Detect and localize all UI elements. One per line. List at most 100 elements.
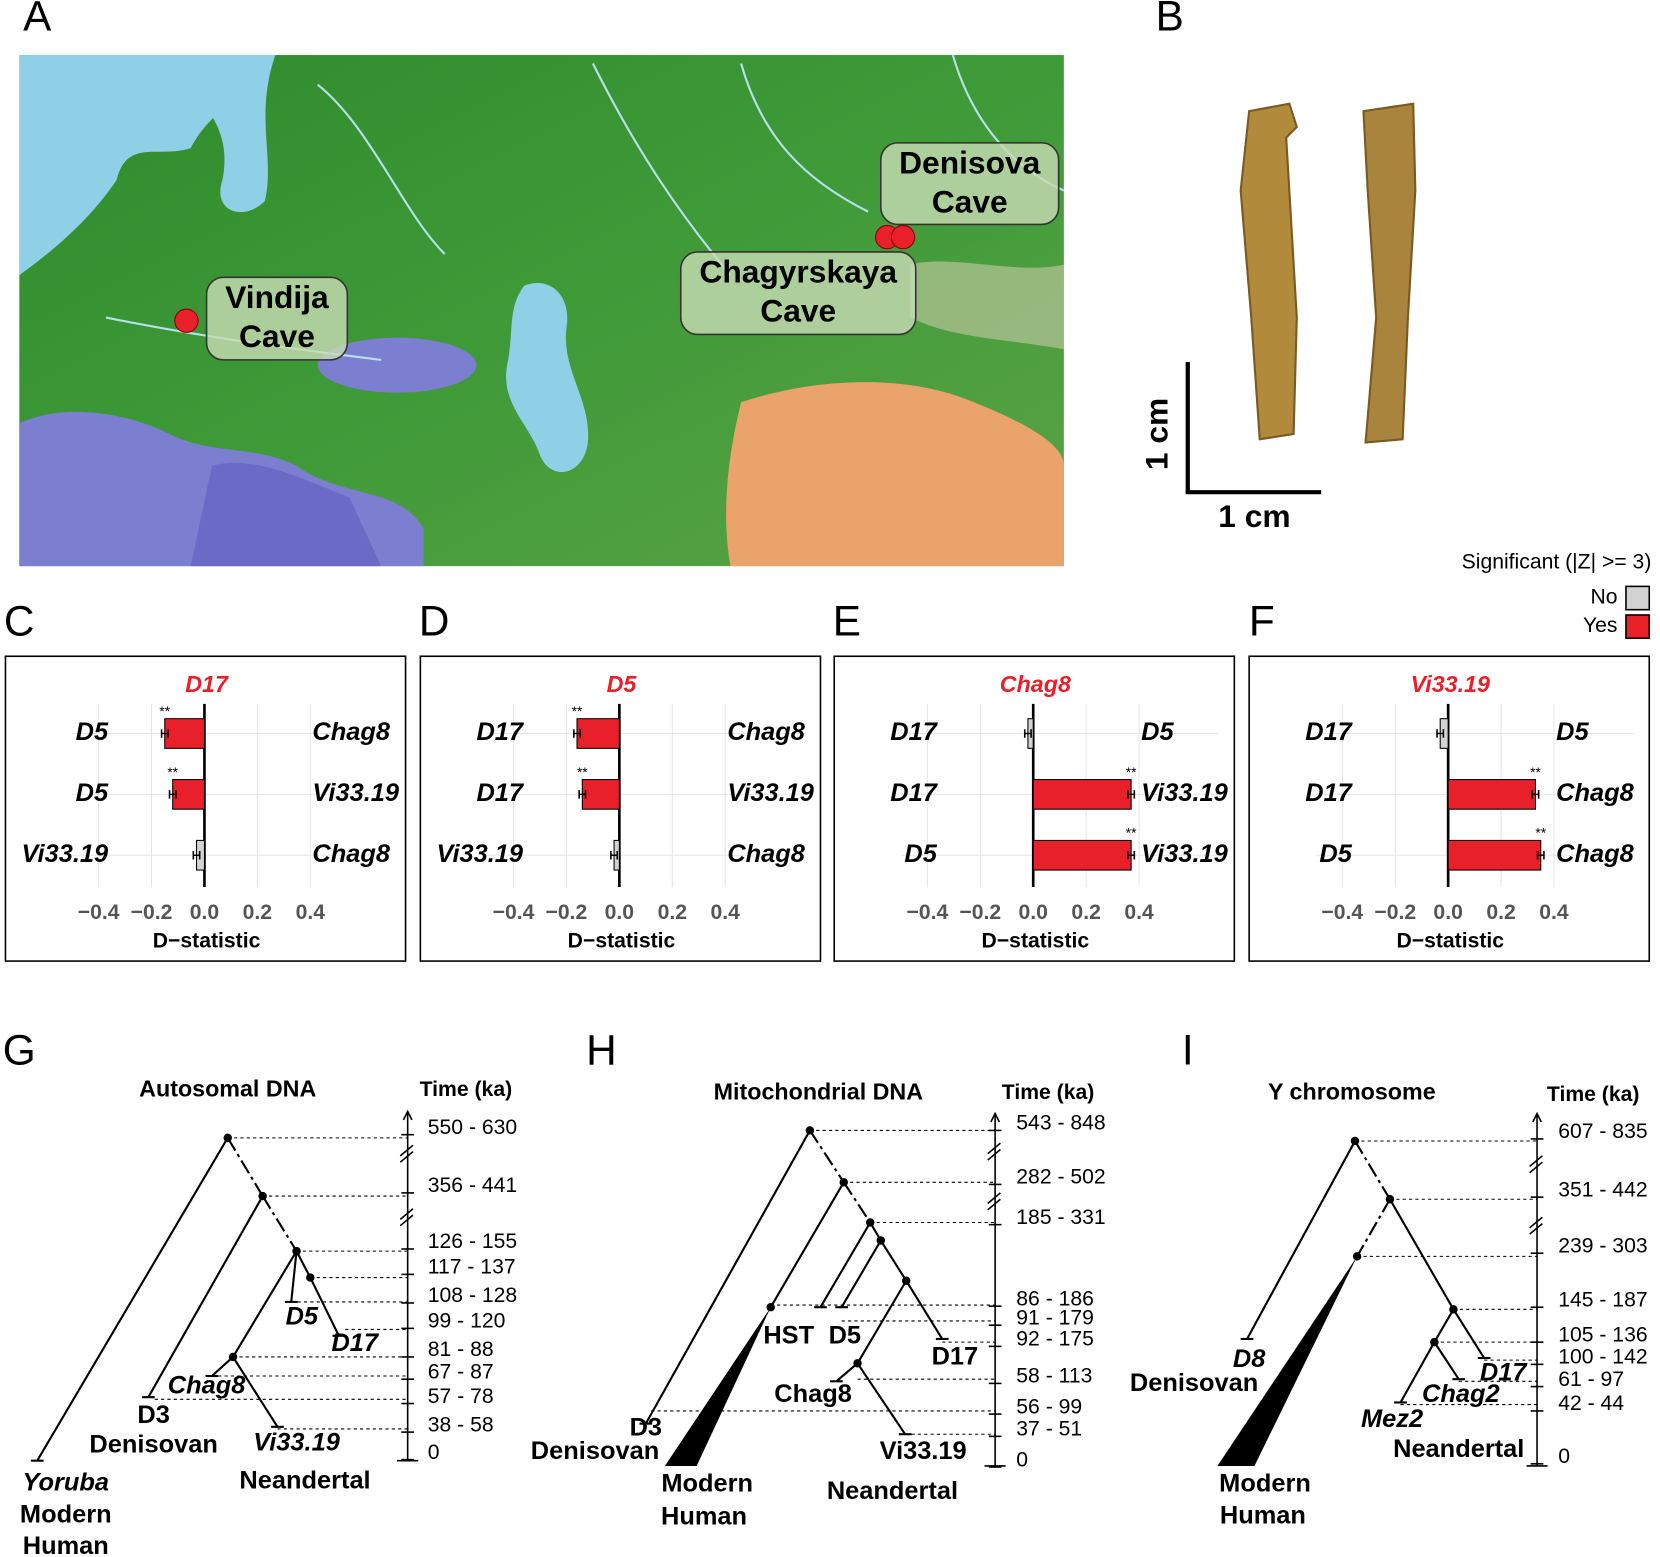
left-label: D5 [76, 779, 109, 807]
branch [856, 1362, 907, 1435]
node [1385, 1195, 1395, 1204]
taxon-label: Neandertal [827, 1477, 958, 1505]
taxon-label: D3 [630, 1414, 662, 1442]
site-label: Chagyrskaya [699, 254, 897, 290]
taxon-label: D17 [1480, 1359, 1528, 1387]
node [306, 1273, 315, 1282]
left-label: Vi33.19 [436, 840, 523, 868]
significance-mark: ** [1530, 765, 1541, 780]
clade-wedge [664, 1307, 771, 1466]
time-range: 0 [428, 1441, 440, 1464]
significance-mark: ** [159, 704, 170, 719]
error-bar [1436, 729, 1445, 738]
node [1430, 1337, 1439, 1347]
taxon-label: Neandertal [239, 1467, 370, 1495]
right-label: Vi33.19 [1141, 779, 1228, 807]
time-range: 38 - 58 [428, 1413, 494, 1436]
time-range: 42 - 44 [1558, 1392, 1624, 1415]
error-bar [192, 851, 201, 860]
time-range: 108 - 128 [428, 1284, 517, 1307]
left-label: D5 [1319, 840, 1352, 868]
site-label: Denisova [899, 145, 1041, 181]
panel-letter: A [23, 0, 52, 39]
time-range: 67 - 87 [428, 1360, 494, 1383]
time-range: 0 [1016, 1448, 1028, 1471]
branch [232, 1356, 279, 1428]
significance-mark: ** [1126, 765, 1137, 780]
x-tick-label: 0.4 [1539, 901, 1569, 924]
taxon-label: Human [23, 1532, 109, 1557]
significance-mark: ** [577, 765, 588, 780]
taxon-label: Denisovan [89, 1431, 217, 1459]
x-tick-label: 0.2 [658, 901, 687, 924]
x-tick-label: 0.2 [243, 901, 272, 924]
taxon-label: D8 [1233, 1345, 1266, 1373]
scale-label: 1 cm [1218, 498, 1290, 534]
taxon-label: Denisovan [1130, 1369, 1258, 1397]
time-range: 0 [1558, 1445, 1570, 1468]
bone-photos [1185, 102, 1417, 495]
time-range: 607 - 835 [1558, 1120, 1647, 1143]
node [1352, 1252, 1362, 1261]
branch [819, 1221, 872, 1308]
node [766, 1302, 775, 1312]
time-range: 550 - 630 [428, 1116, 517, 1139]
right-label: Chag8 [1556, 779, 1634, 807]
branch [644, 1129, 811, 1425]
panel-letter: F [1249, 598, 1275, 645]
taxon-label: Denisovan [531, 1437, 659, 1465]
x-tick-label: 0.0 [605, 901, 634, 924]
chart-title: Chag8 [1000, 671, 1071, 697]
branch [905, 1280, 944, 1340]
right-label: Chag8 [312, 840, 390, 868]
site-label-box [880, 142, 1060, 226]
left-label: D17 [476, 718, 524, 746]
time-range: 117 - 137 [428, 1256, 516, 1279]
branch [1433, 1341, 1460, 1380]
time-range: 81 - 88 [428, 1338, 494, 1361]
tree-title: Mitochondrial DNA [714, 1079, 924, 1105]
chart-frame [4, 655, 407, 962]
branch [1246, 1140, 1356, 1340]
chart-title: D5 [607, 671, 638, 697]
panel-letter: D [419, 598, 450, 645]
branch [879, 1239, 908, 1282]
taxon-label: Chag8 [168, 1371, 246, 1399]
time-range: 56 - 99 [1016, 1395, 1082, 1418]
x-tick-label: 0.0 [190, 901, 219, 924]
bar [1447, 779, 1536, 810]
taxon-label: Modern [20, 1500, 112, 1528]
error-bar [1127, 851, 1136, 860]
site-marker [890, 224, 916, 250]
bar [1447, 839, 1542, 871]
right-label: D5 [1141, 718, 1174, 746]
panel-letter: G [3, 1026, 36, 1073]
error-bar [1531, 790, 1540, 799]
legend-title: Significant (|Z| >= 3) [1462, 551, 1652, 574]
axis-break [1529, 1216, 1543, 1235]
time-axis [984, 1111, 1006, 1467]
branch [1433, 1308, 1455, 1343]
taxon-label: Yoruba [23, 1469, 110, 1497]
left-label: D17 [890, 718, 938, 746]
site-label: Cave [239, 318, 315, 354]
taxon-label: D17 [331, 1329, 379, 1357]
site-label: Cave [760, 293, 836, 329]
error-bar [160, 729, 169, 738]
taxon-label: Mez2 [1361, 1405, 1423, 1433]
error-bar [573, 729, 581, 738]
site-label: Cave [932, 184, 1008, 220]
branch [856, 1280, 908, 1364]
time-range: 58 - 113 [1016, 1365, 1092, 1388]
error-bar [1536, 851, 1545, 860]
time-axis-label: Time (ka) [420, 1078, 513, 1101]
x-tick-label: 0.2 [1486, 901, 1515, 924]
chart-frame [419, 655, 822, 962]
branch-uncertain [226, 1137, 264, 1197]
x-tick-label: 0.0 [1433, 901, 1462, 924]
scale-label: 1 cm [1139, 398, 1175, 470]
taxon-label: Neandertal [1393, 1435, 1524, 1463]
time-range: 100 - 142 [1558, 1346, 1647, 1369]
x-axis-label: D−statistic [982, 930, 1090, 953]
